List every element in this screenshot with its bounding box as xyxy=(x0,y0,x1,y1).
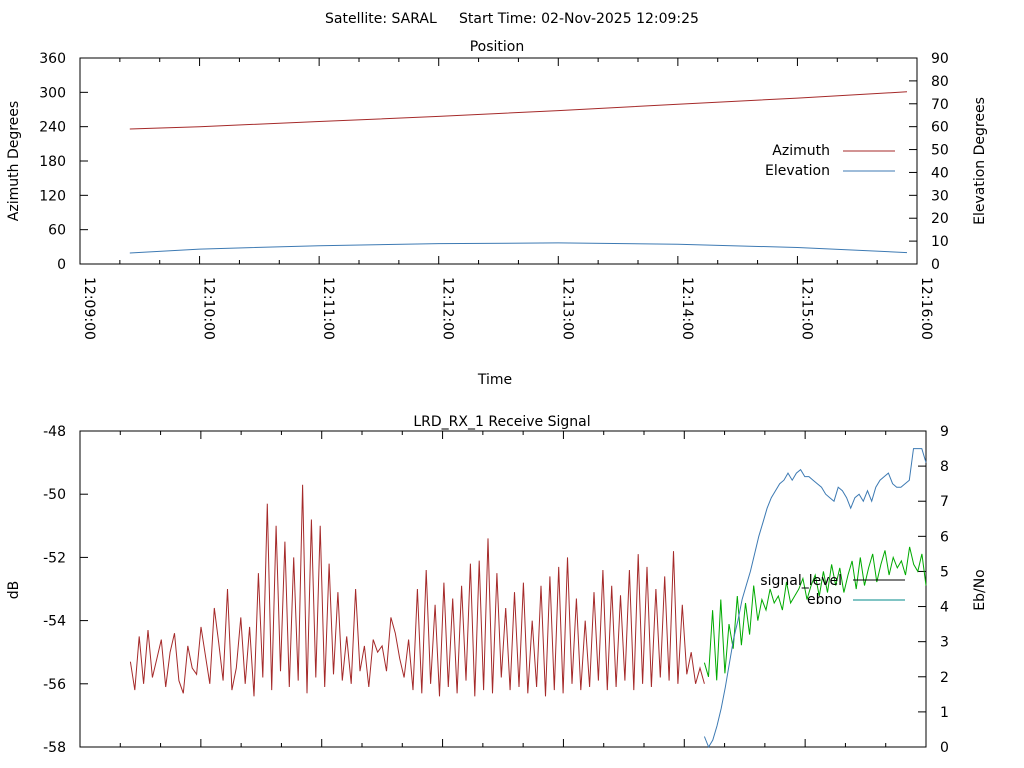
position-y2-tick-label: 90 xyxy=(931,51,949,67)
position-series-line-elevation xyxy=(129,242,908,254)
signal-chart-title: LRD_RX_1 Receive Signal xyxy=(413,414,590,430)
position-x-tick-label: 12:14:00 xyxy=(679,277,695,340)
position-y2-tick-label: 0 xyxy=(931,257,940,273)
signal-y2-tick-label: 7 xyxy=(940,494,949,510)
position-x-tick-label: 12:12:00 xyxy=(440,277,456,340)
position-y2-tick-label: 70 xyxy=(931,97,949,113)
position-y-tick-label: 60 xyxy=(48,223,66,239)
signal-plot-area xyxy=(79,430,927,748)
position-x-tick-label: 12:10:00 xyxy=(201,277,217,340)
position-y2-tick-label: 60 xyxy=(931,120,949,136)
position-x-tick-label: 12:16:00 xyxy=(918,277,934,340)
position-x-axis-label: Time xyxy=(477,372,512,388)
signal-y2-tick-label: 1 xyxy=(940,705,949,721)
position-y-tick-label: 360 xyxy=(39,51,66,67)
position-y2-axis-label: Elevation Degrees xyxy=(972,97,988,225)
legend-elevation-label: Elevation xyxy=(765,163,830,179)
position-y2-tick-label: 80 xyxy=(931,74,949,90)
position-x-tick-label: 12:13:00 xyxy=(559,277,575,340)
legend-signal-level-label: signal_level xyxy=(760,573,842,589)
position-series-line-azimuth xyxy=(129,91,908,130)
position-y-axis-label: Azimuth Degrees xyxy=(6,101,22,221)
position-y-tick-label: 300 xyxy=(39,85,66,101)
signal-y2-tick-label: 5 xyxy=(940,564,949,580)
position-x-tick-label: 12:11:00 xyxy=(320,277,336,340)
position-y2-tick-label: 40 xyxy=(931,165,949,181)
signal-y2-tick-label: 8 xyxy=(940,459,949,475)
position-x-tick-label: 12:09:00 xyxy=(81,277,97,340)
position-y2-tick-label: 10 xyxy=(931,234,949,250)
position-chart: Position 0 60 120 180 240 300 360 0 10 20 30 40 50 60… xyxy=(6,39,988,388)
position-chart-title: Position xyxy=(470,39,525,55)
legend-azimuth-label: Azimuth xyxy=(772,143,830,159)
signal-y-tick-label: -54 xyxy=(43,614,66,630)
position-series xyxy=(129,91,908,254)
signal-y2-axis-label: Eb/No xyxy=(972,569,988,611)
position-plot-area xyxy=(79,57,918,265)
signal-y-axis-label: dB xyxy=(6,581,22,600)
position-y-tick-label: 180 xyxy=(39,154,66,170)
signal-y-tick-label: -52 xyxy=(43,550,66,566)
signal-chart: LRD_RX_1 Receive Signal -58-56-54-52-50-… xyxy=(6,414,988,756)
position-ticks: 0 60 120 180 240 300 360 0 10 20 30 40 50 60 70 80 90 12:… xyxy=(39,51,949,340)
signal-y-tick-label: -50 xyxy=(43,487,66,503)
signal-y-tick-label: -56 xyxy=(43,677,66,693)
signal-y2-tick-label: 6 xyxy=(940,529,949,545)
signal-legend: signal_level ebno xyxy=(760,573,905,608)
signal-y2-tick-label: 4 xyxy=(940,600,949,616)
signal-y2-tick-label: 3 xyxy=(940,635,949,651)
signal-y2-tick-label: 0 xyxy=(940,740,949,756)
position-legend: Azimuth Elevation xyxy=(765,143,895,179)
position-y2-tick-label: 20 xyxy=(931,211,949,227)
position-y-tick-label: 120 xyxy=(39,188,66,204)
signal-series xyxy=(129,448,927,749)
signal-y-tick-label: -58 xyxy=(43,740,66,756)
position-y-tick-label: 240 xyxy=(39,120,66,136)
signal-ticks: -58 -56 -54 -52 -50 -48 0 1 2 3 4 5 6 7 8 9 xyxy=(43,424,949,756)
signal-series-line-ebno xyxy=(703,546,927,681)
signal-series-line-ebno_blue xyxy=(703,448,927,749)
position-y2-tick-label: 50 xyxy=(931,143,949,159)
signal-y-tick-label: -48 xyxy=(43,424,66,440)
position-y-tick-label: 0 xyxy=(57,257,66,273)
page-title: Satellite: SARAL Start Time: 02-Nov-2025… xyxy=(325,11,699,27)
legend-ebno-label: ebno xyxy=(807,592,842,608)
position-y2-tick-label: 30 xyxy=(931,188,949,204)
position-x-tick-label: 12:15:00 xyxy=(798,277,814,340)
signal-y2-tick-label: 2 xyxy=(940,670,949,686)
signal-series-line-signal_level xyxy=(129,484,705,697)
signal-y2-tick-label: 9 xyxy=(940,424,949,440)
